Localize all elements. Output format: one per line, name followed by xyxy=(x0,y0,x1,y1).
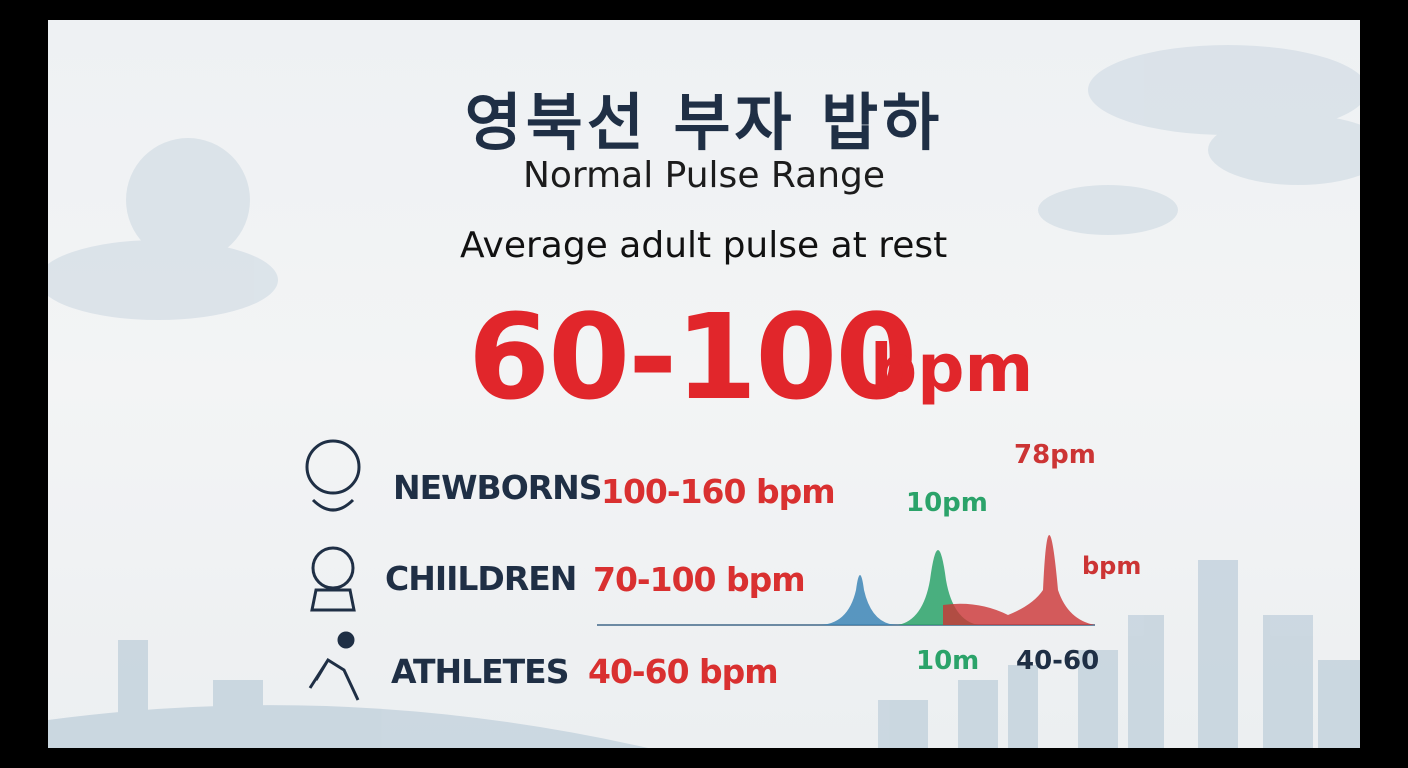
group-name: CHIILDREN xyxy=(385,559,577,598)
peak-label: bpm xyxy=(1082,552,1142,580)
group-name: ATHLETES xyxy=(391,652,569,691)
peak-label: 78pm xyxy=(1014,440,1096,470)
highlight-unit: bpm xyxy=(870,330,1034,407)
decoration xyxy=(48,45,1360,748)
screen: 영북선 부자 밥하 Normal Pulse Range Average adu… xyxy=(48,20,1360,748)
highlight-range: 60-100 xyxy=(468,288,917,426)
group-name: NEWBORNS xyxy=(393,468,603,507)
title: 영북선 부자 밥하 xyxy=(464,86,944,159)
axis-label: 40-60 xyxy=(1016,646,1100,676)
group-range: 100-160 bpm xyxy=(601,472,836,511)
group-range: 70-100 bpm xyxy=(593,560,806,599)
group-range: 40-60 bpm xyxy=(588,652,779,691)
peak-label: 10pm xyxy=(906,488,988,518)
axis-label: 10m xyxy=(916,646,980,676)
highlight-label: Average adult pulse at rest xyxy=(460,225,948,266)
subtitle: Normal Pulse Range xyxy=(522,155,886,196)
